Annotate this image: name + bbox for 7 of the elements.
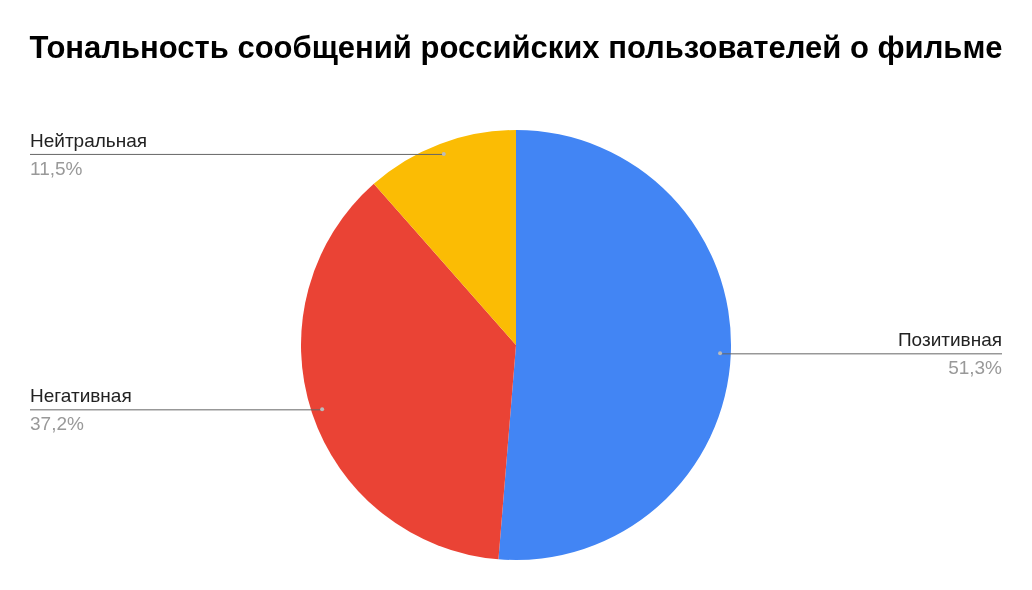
data-label: 51,3% — [948, 357, 1003, 379]
data-label: 37,2% — [30, 413, 84, 435]
slice-label: Нейтральная — [30, 129, 148, 151]
slice-label: Позитивная — [897, 329, 1002, 351]
chart-title: Тональность сообщений российских пользователей о фильме — [28, 29, 1004, 67]
data-label: 11,5% — [30, 157, 83, 179]
slice-label: Негативная — [30, 385, 132, 407]
